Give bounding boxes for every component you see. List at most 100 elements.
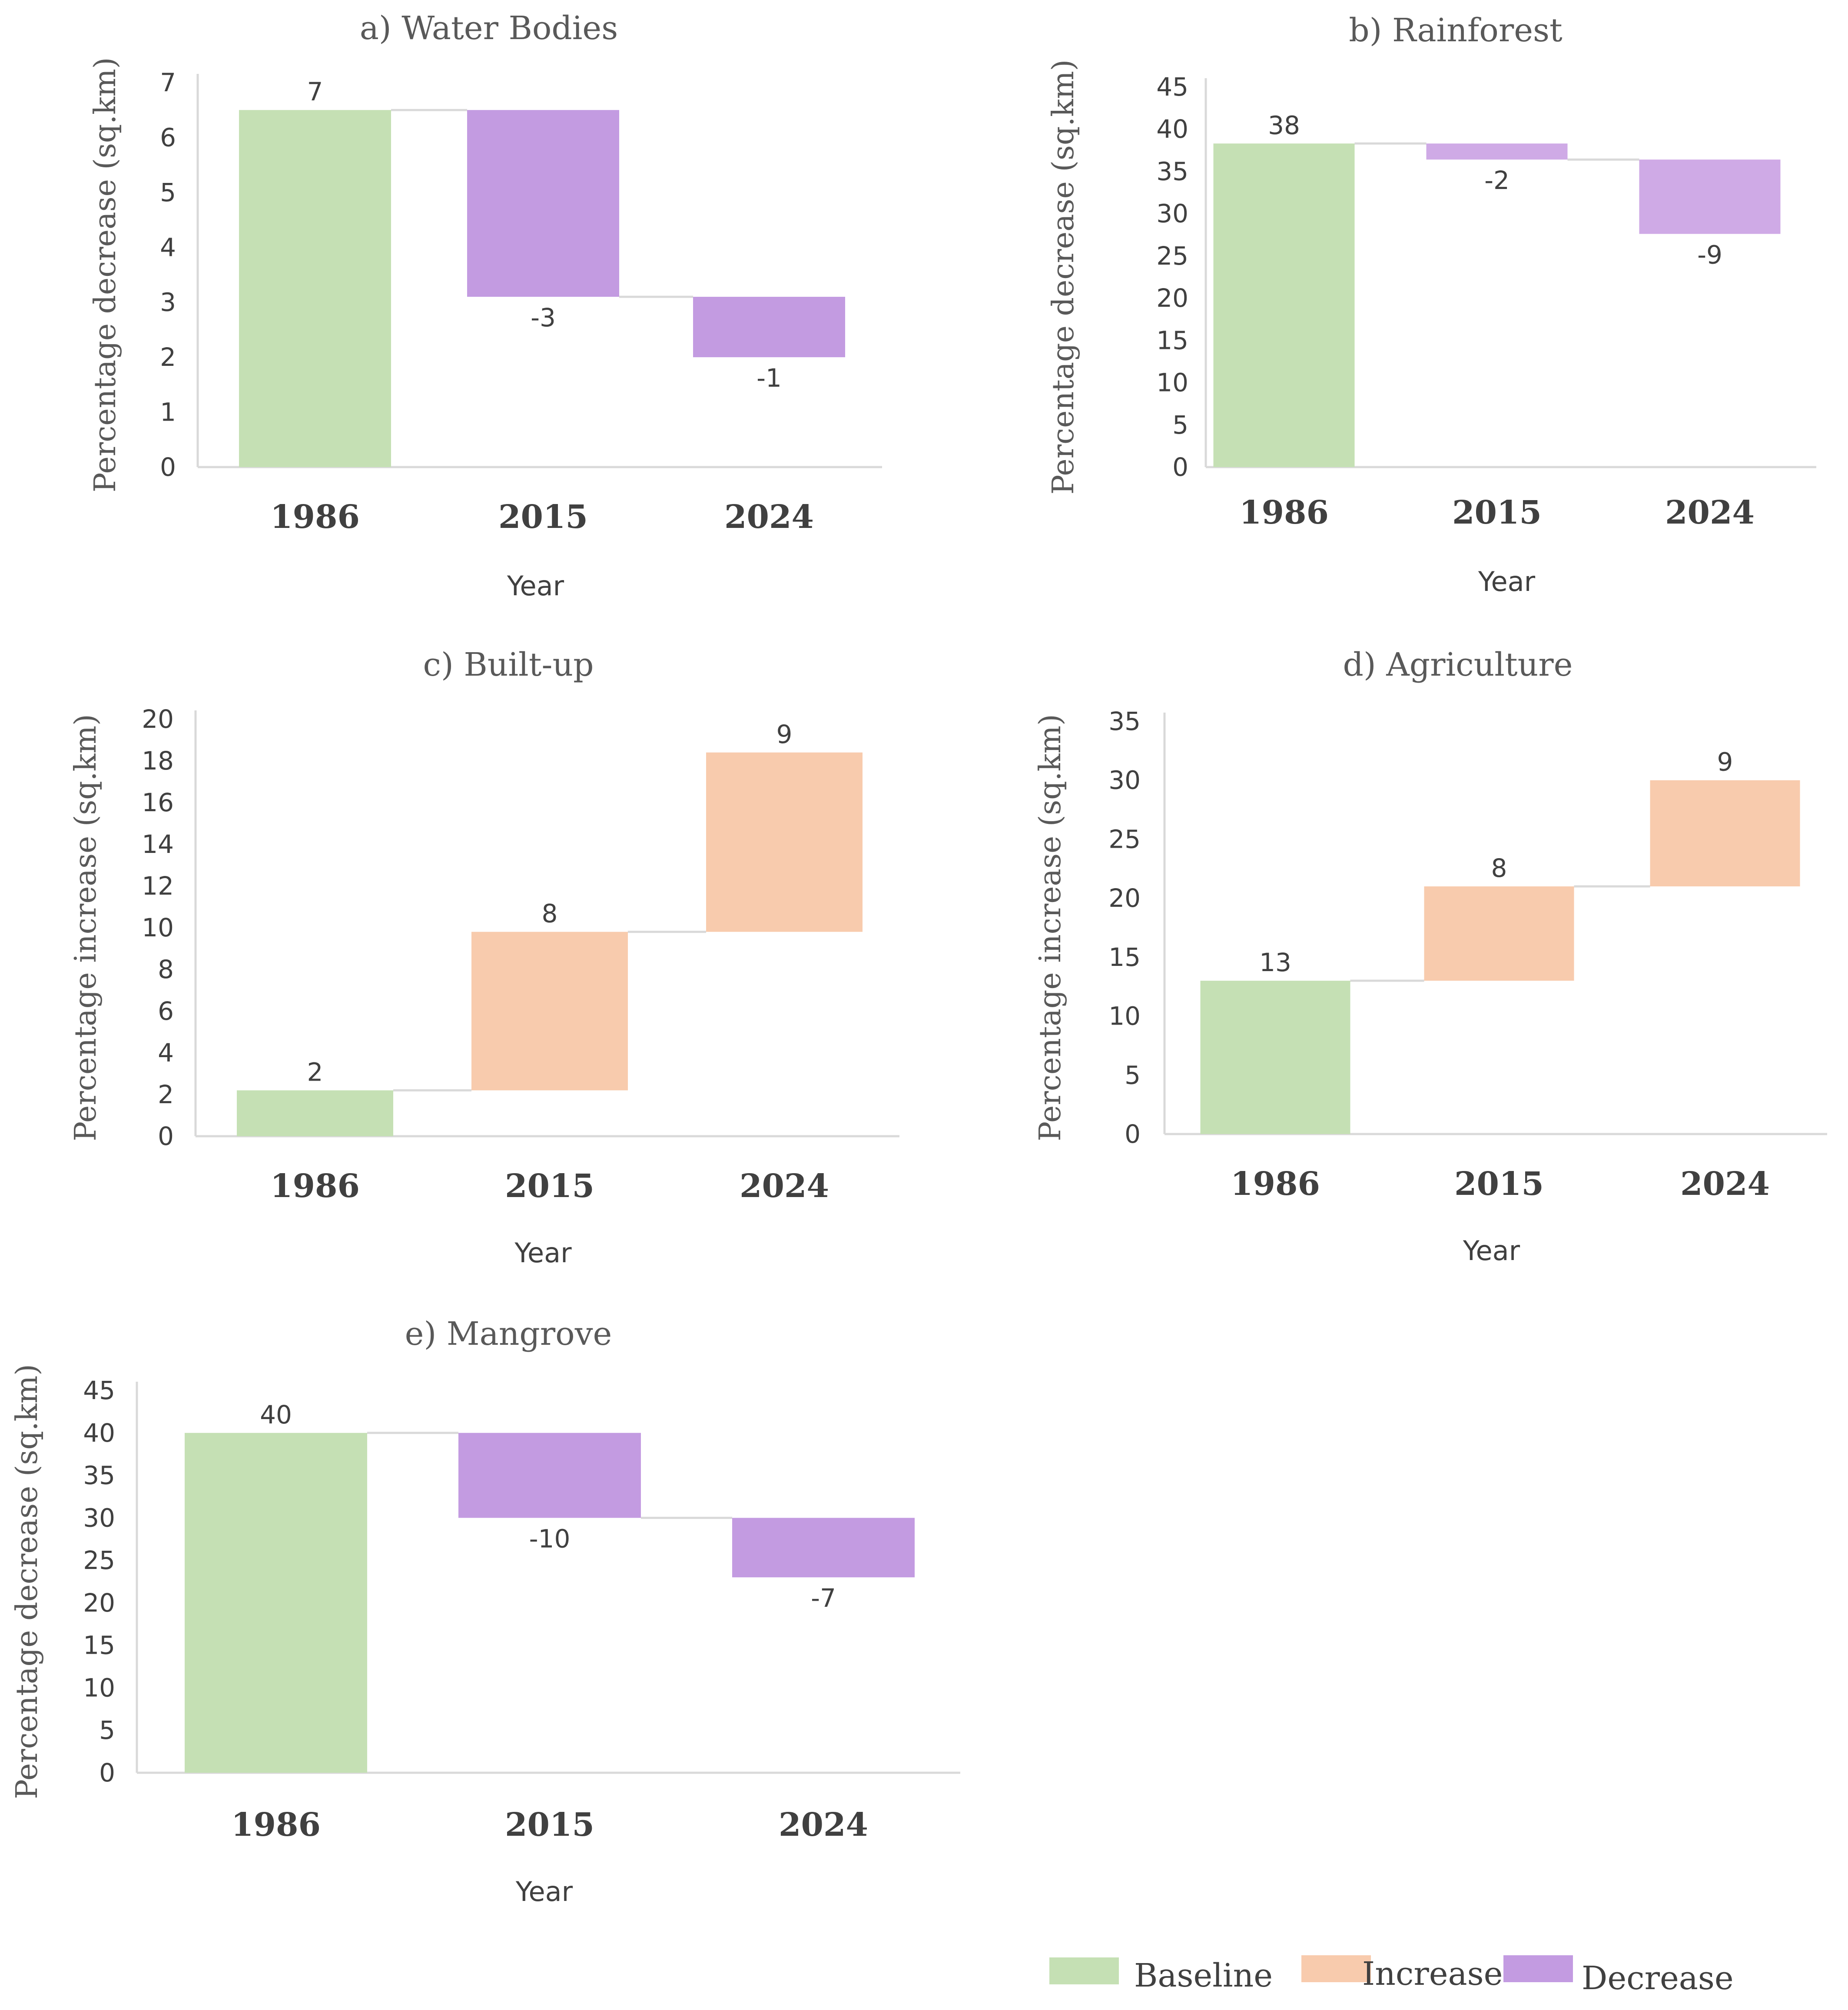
x-tick-label: 2024	[724, 498, 814, 536]
y-axis-title: Percentage increase (sq.km)	[69, 714, 103, 1141]
data-label: -3	[531, 303, 556, 332]
y-axis-title: Percentage decrease (sq.km)	[1046, 60, 1081, 495]
bar-1986-baseline	[237, 1090, 393, 1136]
legend: Baseline Increase Decrease	[1049, 1955, 1734, 1997]
y-tick-label: 25	[83, 1546, 115, 1575]
data-label: 9	[776, 720, 793, 749]
data-label: -9	[1697, 240, 1722, 269]
x-tick-label: 1986	[1231, 1165, 1320, 1203]
y-tick-label: 35	[1108, 706, 1141, 736]
bar-2024-decrease	[693, 297, 845, 358]
x-tick-label: 2024	[740, 1168, 829, 1205]
chart-title: e) Mangrove	[405, 1315, 612, 1353]
y-tick-label: 1	[160, 398, 176, 427]
y-tick-label: 15	[1108, 942, 1141, 972]
data-label: 7	[307, 77, 323, 106]
legend-label-increase: Increase	[1362, 1955, 1503, 1993]
y-tick-label: 12	[142, 871, 174, 901]
y-tick-label: 8	[158, 955, 174, 984]
bar-1986-baseline	[1213, 143, 1355, 467]
y-tick-label: 16	[142, 788, 174, 817]
chart-title: a) Water Bodies	[360, 10, 618, 47]
y-tick-label: 30	[1108, 766, 1141, 795]
y-tick-label: 10	[83, 1673, 115, 1702]
y-tick-label: 45	[1156, 72, 1188, 102]
y-tick-label: 3	[160, 288, 176, 317]
data-label: -1	[756, 363, 782, 393]
y-tick-label: 35	[83, 1461, 115, 1490]
data-label: 9	[1717, 747, 1733, 777]
bar-2015-decrease	[458, 1433, 641, 1518]
y-tick-label: 45	[83, 1376, 115, 1405]
data-label: 8	[1491, 853, 1507, 883]
x-tick-label: 2015	[498, 498, 588, 536]
chart-panel-a: a) Water Bodies 0 1 2 3 4 5 6 7 7 1986 -3 2015 -1 2024…	[88, 10, 882, 602]
y-tick-label: 20	[83, 1588, 115, 1618]
bar-2015-increase	[1424, 886, 1574, 981]
legend-label-baseline: Baseline	[1134, 1957, 1273, 1994]
y-axis-title: Percentage decrease (sq.km)	[88, 57, 123, 493]
y-tick-label: 0	[1125, 1119, 1141, 1149]
data-label: -2	[1484, 166, 1510, 195]
legend-swatch-increase	[1301, 1955, 1371, 1982]
bar-1986-baseline	[239, 110, 391, 467]
x-tick-label: 2024	[1680, 1165, 1770, 1203]
x-axis-title: Year	[507, 570, 564, 602]
y-axis-title: Percentage increase (sq.km)	[1033, 714, 1068, 1141]
bar-1986-baseline	[1200, 981, 1350, 1134]
y-tick-label: 0	[160, 452, 176, 482]
data-label: -7	[811, 1583, 836, 1613]
chart-title: d) Agriculture	[1343, 646, 1573, 683]
y-tick-label: 14	[142, 829, 174, 859]
x-tick-label: 1986	[1239, 494, 1329, 531]
data-label: -10	[529, 1524, 571, 1553]
y-tick-label: 4	[158, 1038, 174, 1068]
data-label: 2	[307, 1057, 323, 1087]
x-tick-label: 2015	[505, 1806, 594, 1844]
bar-2024-decrease	[732, 1518, 915, 1578]
bar-2015-decrease	[467, 110, 619, 297]
y-tick-label: 25	[1108, 824, 1141, 854]
bar-1986-baseline	[185, 1433, 367, 1773]
chart-panel-e: e) Mangrove 0 5 10 15 20 25 30 35 40 45 40 1986 -10 20…	[10, 1315, 960, 1907]
y-tick-label: 40	[1156, 114, 1188, 144]
y-tick-label: 15	[83, 1631, 115, 1660]
y-tick-label: 7	[160, 68, 176, 97]
x-tick-label: 2015	[1454, 1165, 1544, 1203]
chart-panel-c: c) Built-up 0 2 4 6 8 10 12 14 16 18 20 2 1986 8 2015 9 2…	[69, 646, 899, 1269]
x-tick-label: 1986	[231, 1806, 321, 1844]
y-tick-label: 6	[160, 123, 176, 152]
y-tick-label: 2	[160, 342, 176, 372]
data-label: 8	[542, 899, 558, 929]
x-axis-title: Year	[515, 1876, 573, 1907]
bar-2015-increase	[471, 932, 628, 1091]
y-axis-title: Percentage decrease (sq.km)	[10, 1364, 44, 1799]
y-tick-label: 20	[1108, 883, 1141, 913]
y-tick-label: 30	[83, 1503, 115, 1532]
y-tick-label: 5	[1172, 410, 1188, 440]
x-tick-label: 2024	[1665, 494, 1755, 531]
data-label: 13	[1259, 948, 1291, 977]
x-axis-title: Year	[1478, 566, 1536, 597]
y-tick-label: 40	[83, 1418, 115, 1448]
y-tick-label: 5	[99, 1715, 115, 1745]
x-tick-label: 1986	[270, 498, 360, 536]
data-label: 40	[260, 1400, 292, 1430]
y-tick-label: 20	[1156, 283, 1188, 313]
y-tick-label: 5	[1125, 1060, 1141, 1090]
bar-2024-increase	[706, 752, 863, 932]
y-tick-label: 20	[142, 704, 174, 734]
y-tick-label: 35	[1156, 156, 1188, 186]
y-tick-label: 18	[142, 746, 174, 776]
y-tick-label: 2	[158, 1080, 174, 1109]
x-tick-label: 2015	[1452, 494, 1542, 531]
chart-panel-d: d) Agriculture 0 5 10 15 20 25 30 35 13 1986 8 2015 9…	[1033, 646, 1827, 1267]
y-tick-label: 25	[1156, 241, 1188, 271]
y-tick-label: 10	[1156, 368, 1188, 398]
y-tick-label: 4	[160, 232, 176, 262]
y-tick-label: 15	[1156, 325, 1188, 355]
legend-swatch-decrease	[1503, 1955, 1573, 1982]
bar-2024-decrease	[1639, 159, 1781, 234]
x-tick-label: 2015	[505, 1168, 594, 1205]
